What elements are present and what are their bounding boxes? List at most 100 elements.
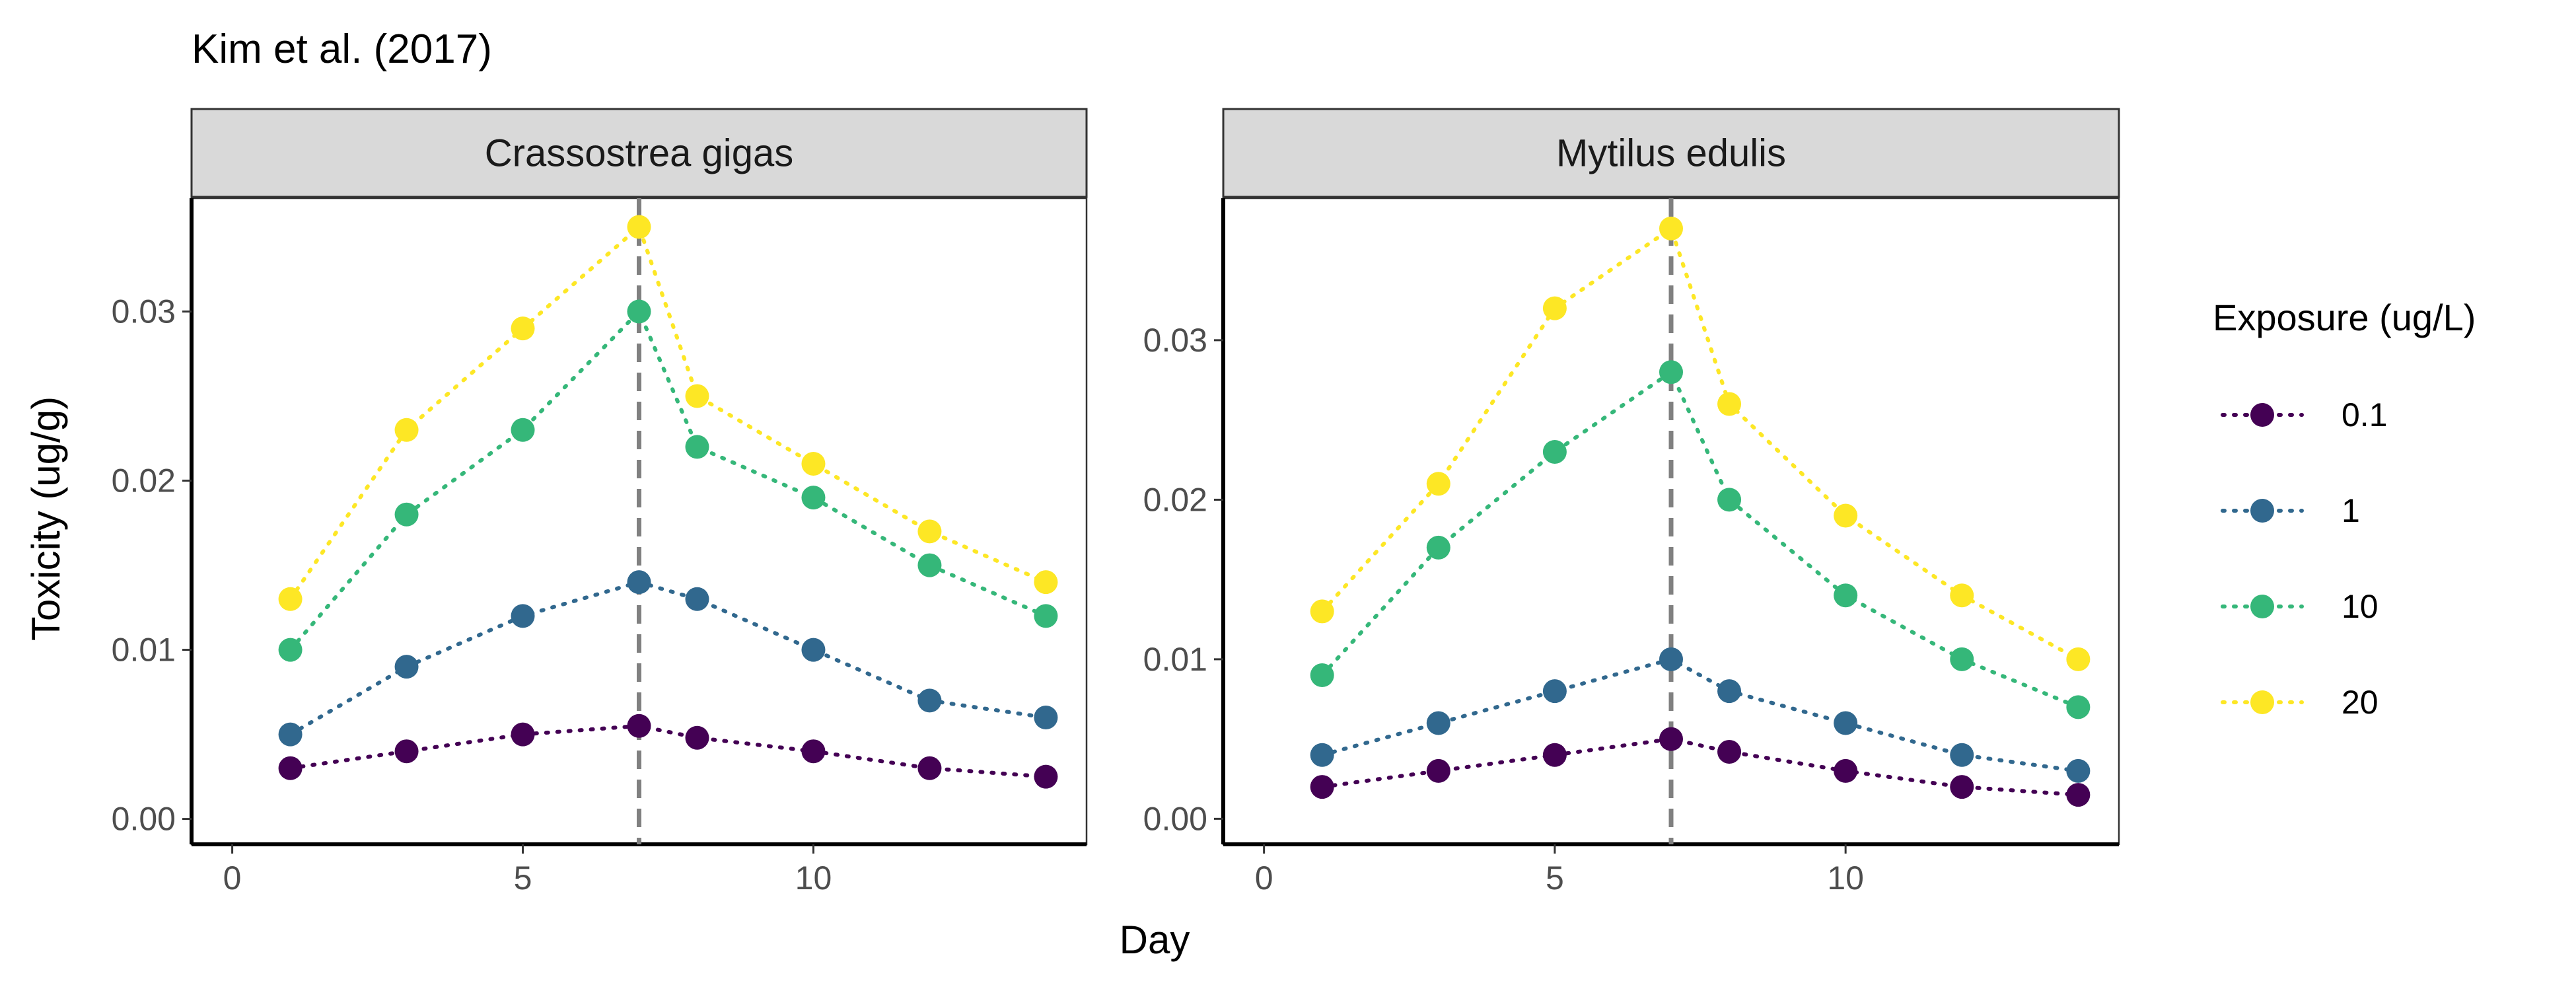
y-tick-label-crassostrea-gigas: 0.00 [112, 801, 176, 838]
point-crassostrea-gigas-10-day-7 [627, 299, 651, 324]
y-tick-label-crassostrea-gigas: 0.03 [112, 293, 176, 330]
point-crassostrea-gigas-1-day-8 [685, 587, 709, 611]
point-crassostrea-gigas-0-1-day-14 [1034, 764, 1058, 789]
point-mytilus-edulis-10-day-7 [1659, 360, 1683, 385]
point-mytilus-edulis-1-day-12 [1950, 743, 1974, 767]
point-crassostrea-gigas-0-1-day-5 [511, 722, 535, 747]
point-mytilus-edulis-0-1-day-12 [1950, 775, 1974, 799]
y-tick-label-mytilus-edulis: 0.01 [1143, 641, 1207, 678]
point-crassostrea-gigas-0-1-day-12 [917, 756, 942, 780]
point-crassostrea-gigas-1-day-14 [1034, 705, 1058, 729]
point-crassostrea-gigas-20-day-12 [917, 519, 942, 544]
legend: Exposure (ug/L) 0.1 1 10 20 [2213, 297, 2476, 721]
point-crassostrea-gigas-1-day-7 [627, 570, 651, 595]
series-line-mytilus-edulis-20 [1320, 225, 2081, 661]
point-mytilus-edulis-1-day-10 [1834, 711, 1858, 735]
legend-item-10: 10 [2221, 588, 2379, 625]
x-tick-label-mytilus-edulis: 5 [1546, 860, 1564, 897]
series-line-mytilus-edulis-1 [1320, 657, 2081, 773]
point-crassostrea-gigas-20-day-8 [685, 384, 709, 408]
point-mytilus-edulis-1-day-7 [1659, 647, 1683, 671]
point-crassostrea-gigas-10-day-1 [278, 638, 303, 662]
strip-label-crassostrea-gigas: Crassostrea gigas [485, 132, 793, 175]
legend-label: 20 [2342, 684, 2379, 721]
y-tick-label-mytilus-edulis: 0.03 [1143, 322, 1207, 359]
legend-label: 10 [2342, 588, 2379, 625]
point-mytilus-edulis-10-day-1 [1310, 663, 1334, 688]
series-line-mytilus-edulis-10 [1320, 369, 2081, 710]
point-mytilus-edulis-0-1-day-8 [1717, 739, 1742, 764]
point-mytilus-edulis-20-day-12 [1950, 583, 1974, 608]
point-mytilus-edulis-20-day-3 [1426, 472, 1450, 496]
point-crassostrea-gigas-10-day-10 [801, 486, 826, 510]
panel-crassostrea-gigas: Crassostrea gigas 0.00 0.01 0.02 0.03 0 5 10 [112, 108, 1088, 897]
x-tick-label-crassostrea-gigas: 5 [514, 860, 532, 897]
x-tick-label-mytilus-edulis: 0 [1255, 860, 1273, 897]
point-crassostrea-gigas-1-day-3 [394, 655, 419, 679]
point-crassostrea-gigas-20-day-3 [394, 418, 419, 442]
point-mytilus-edulis-0-1-day-5 [1542, 743, 1567, 767]
series-line-crassostrea-gigas-0-1 [288, 723, 1048, 779]
point-crassostrea-gigas-20-day-7 [627, 215, 651, 239]
point-crassostrea-gigas-10-day-14 [1034, 604, 1058, 628]
point-mytilus-edulis-10-day-8 [1717, 488, 1742, 512]
x-tick-label-crassostrea-gigas: 10 [795, 860, 832, 897]
point-mytilus-edulis-10-day-3 [1426, 535, 1450, 560]
point-mytilus-edulis-20-day-5 [1542, 296, 1567, 320]
point-mytilus-edulis-0-1-day-1 [1310, 775, 1334, 799]
point-crassostrea-gigas-1-day-10 [801, 638, 826, 662]
y-tick-label-mytilus-edulis: 0.02 [1143, 481, 1207, 518]
point-crassostrea-gigas-0-1-day-7 [627, 714, 651, 738]
point-crassostrea-gigas-10-day-12 [917, 553, 942, 577]
point-crassostrea-gigas-0-1-day-3 [394, 739, 419, 764]
x-tick-label-mytilus-edulis: 10 [1827, 860, 1864, 897]
point-mytilus-edulis-20-day-1 [1310, 599, 1334, 624]
point-mytilus-edulis-1-day-14 [2066, 758, 2091, 783]
x-tick-label-crassostrea-gigas: 0 [223, 860, 242, 897]
y-axis-title: Toxicity (ug/g) [24, 396, 68, 641]
legend-item-1: 1 [2221, 492, 2360, 529]
point-mytilus-edulis-0-1-day-3 [1426, 758, 1450, 783]
y-tick-label-crassostrea-gigas: 0.01 [112, 632, 176, 669]
point-crassostrea-gigas-0-1-day-10 [801, 739, 826, 764]
legend-key-point [2250, 499, 2274, 523]
panel-mytilus-edulis: Mytilus edulis 0.00 0.01 0.02 0.03 0 5 10 [1143, 108, 2120, 897]
point-mytilus-edulis-1-day-1 [1310, 743, 1334, 767]
point-mytilus-edulis-20-day-10 [1834, 503, 1858, 528]
point-mytilus-edulis-10-day-5 [1542, 439, 1567, 464]
x-axis-title: Day [1120, 918, 1190, 962]
point-mytilus-edulis-1-day-3 [1426, 711, 1450, 735]
point-mytilus-edulis-10-day-14 [2066, 695, 2091, 719]
point-mytilus-edulis-10-day-10 [1834, 583, 1858, 608]
legend-key-point [2250, 690, 2274, 714]
point-mytilus-edulis-20-day-7 [1659, 216, 1683, 240]
legend-label: 1 [2342, 492, 2360, 529]
point-mytilus-edulis-10-day-12 [1950, 647, 1974, 671]
series-line-crassostrea-gigas-10 [288, 308, 1048, 652]
point-crassostrea-gigas-10-day-5 [511, 418, 535, 442]
series-line-crassostrea-gigas-1 [288, 580, 1048, 737]
point-mytilus-edulis-1-day-5 [1542, 679, 1567, 704]
legend-label: 0.1 [2342, 396, 2388, 433]
point-mytilus-edulis-20-day-14 [2066, 647, 2091, 671]
point-crassostrea-gigas-10-day-3 [394, 502, 419, 527]
point-crassostrea-gigas-1-day-12 [917, 688, 942, 713]
point-crassostrea-gigas-10-day-8 [685, 435, 709, 459]
strip-crassostrea-gigas [190, 108, 1088, 198]
legend-key-point [2250, 595, 2274, 618]
point-mytilus-edulis-0-1-day-7 [1659, 727, 1683, 751]
y-tick-label-mytilus-edulis: 0.00 [1143, 800, 1207, 837]
legend-key-point [2250, 403, 2274, 427]
legend-title: Exposure (ug/L) [2213, 297, 2476, 338]
strip-label-mytilus-edulis: Mytilus edulis [1556, 132, 1786, 175]
point-mytilus-edulis-0-1-day-14 [2066, 783, 2091, 807]
chart-title: Kim et al. (2017) [192, 26, 492, 72]
legend-item-20: 20 [2221, 684, 2379, 721]
point-crassostrea-gigas-20-day-14 [1034, 570, 1058, 595]
point-crassostrea-gigas-20-day-5 [511, 316, 535, 341]
point-crassostrea-gigas-1-day-1 [278, 722, 303, 747]
strip-mytilus-edulis [1222, 108, 2120, 198]
point-mytilus-edulis-20-day-8 [1717, 392, 1742, 416]
